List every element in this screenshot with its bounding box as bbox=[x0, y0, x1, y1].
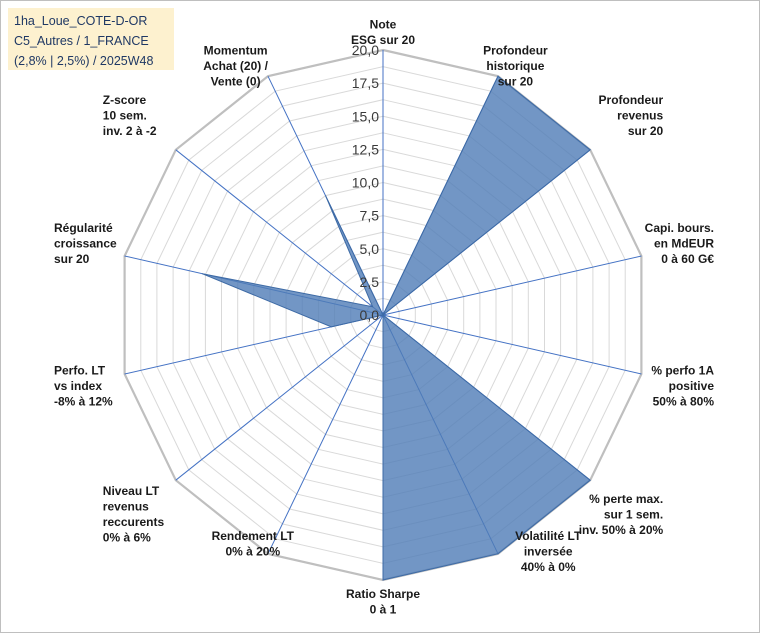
axis-label-line: -8% à 12% bbox=[54, 395, 113, 409]
axis-label-line: revenus bbox=[617, 108, 663, 122]
axis-label-line: % perte max. bbox=[589, 492, 663, 506]
axis-label-line: Z-score bbox=[103, 93, 147, 107]
axis-label-line: revenus bbox=[103, 500, 149, 514]
axis-label-line: sur 20 bbox=[628, 124, 664, 138]
axis-label: Perfo. LT vs index -8% à 12% bbox=[54, 364, 113, 409]
axis-spoke bbox=[267, 314, 384, 555]
axis-label-line: Profondeur bbox=[483, 44, 548, 58]
axis-label-line: historique bbox=[486, 59, 544, 73]
axis-label-line: Niveau LT bbox=[103, 484, 160, 498]
tick-label: 5,0 bbox=[360, 241, 380, 257]
axis-label-line: ESG sur 20 bbox=[351, 33, 415, 47]
axis-label-line: vs index bbox=[54, 379, 102, 393]
axis-label: Ratio Sharpe 0 à 1 bbox=[346, 587, 420, 617]
axis-label-line: 0% à 20% bbox=[225, 544, 280, 558]
axis-label-line: Vente (0) bbox=[211, 75, 261, 89]
data-area bbox=[202, 75, 592, 581]
axis-label-line: Momentum bbox=[204, 44, 268, 58]
tick-label: 2,5 bbox=[360, 274, 380, 290]
axis-label: Profondeur revenus sur 20 bbox=[599, 93, 664, 138]
axis-label-line: Régularité bbox=[54, 221, 113, 235]
radar-series bbox=[202, 75, 592, 581]
axis-label-line: 50% à 80% bbox=[653, 395, 715, 409]
axis-label: Note ESG sur 20 bbox=[351, 18, 415, 48]
tick-label: 17,5 bbox=[352, 75, 379, 91]
axis-label-line: croissance bbox=[54, 237, 117, 251]
tick-label: 10,0 bbox=[352, 175, 379, 191]
axis-spoke bbox=[382, 255, 642, 316]
axis-label: % perfo 1A positive 50% à 80% bbox=[651, 364, 714, 409]
axis-spoke bbox=[175, 149, 384, 316]
axis-label-line: reccurents bbox=[103, 515, 165, 529]
axis-label: Volatilité LT inversée 40% à 0% bbox=[515, 529, 582, 574]
axis-label-line: 0% à 6% bbox=[103, 531, 151, 545]
axis-label-line: sur 20 bbox=[54, 252, 90, 266]
axis-label-line: inversée bbox=[524, 544, 573, 558]
info-line-3: (2,8% | 2,5%) / 2025W48 bbox=[14, 54, 154, 68]
axis-label-line: 0 à 60 G€ bbox=[661, 252, 714, 266]
axis-label-line: inv. 2 à -2 bbox=[103, 124, 157, 138]
info-box: 1ha_Loue_COTE-D-OR C5_Autres / 1_FRANCE … bbox=[8, 8, 174, 70]
axis-label: Régularité croissance sur 20 bbox=[54, 221, 117, 266]
axis-label-line: en MdEUR bbox=[654, 237, 714, 251]
axis-label-line: positive bbox=[669, 379, 715, 393]
axis-label-line: Rendement LT bbox=[212, 529, 295, 543]
axis-label: Profondeur historique sur 20 bbox=[483, 44, 548, 89]
axis-label: Z-score 10 sem. inv. 2 à -2 bbox=[103, 93, 157, 138]
axis-label-line: Perfo. LT bbox=[54, 364, 106, 378]
axis-label-line: Note bbox=[370, 18, 397, 32]
axis-label-line: Profondeur bbox=[599, 93, 664, 107]
axis-label-line: sur 1 sem. bbox=[604, 507, 663, 521]
info-line-1: 1ha_Loue_COTE-D-OR bbox=[14, 14, 148, 28]
radar-ticks: 0,0 2,5 5,0 7,5 10,0 12,5 15,0 17,5 20,0 bbox=[352, 42, 379, 323]
axis-label-line: Ratio Sharpe bbox=[346, 587, 420, 601]
tick-label: 0,0 bbox=[360, 307, 380, 323]
axis-spoke bbox=[382, 314, 642, 375]
axis-label: Rendement LT 0% à 20% bbox=[212, 529, 295, 559]
axis-label-line: % perfo 1A bbox=[651, 364, 714, 378]
axis-label-line: sur 20 bbox=[498, 75, 534, 89]
axis-label-line: 40% à 0% bbox=[521, 560, 576, 574]
axis-label: Momentum Achat (20) / Vente (0) bbox=[203, 44, 268, 89]
axis-label: Niveau LT revenus reccurents 0% à 6% bbox=[103, 484, 165, 544]
tick-label: 20,0 bbox=[352, 42, 379, 58]
axis-label-line: 10 sem. bbox=[103, 108, 147, 122]
tick-label: 15,0 bbox=[352, 108, 379, 124]
axis-label-line: 0 à 1 bbox=[370, 603, 397, 617]
axis-spoke bbox=[175, 314, 384, 481]
axis-label: Capi. bours. en MdEUR 0 à 60 G€ bbox=[645, 221, 715, 266]
axis-label-line: Capi. bours. bbox=[645, 221, 714, 235]
tick-label: 7,5 bbox=[360, 208, 380, 224]
tick-label: 12,5 bbox=[352, 141, 379, 157]
axis-label: % perte max. sur 1 sem. inv. 50% à 20% bbox=[579, 492, 664, 537]
axis-label-line: inv. 50% à 20% bbox=[579, 523, 664, 537]
axis-label-line: Volatilité LT bbox=[515, 529, 582, 543]
info-line-2: C5_Autres / 1_FRANCE bbox=[14, 34, 149, 48]
axis-label-line: Achat (20) / bbox=[203, 59, 268, 73]
